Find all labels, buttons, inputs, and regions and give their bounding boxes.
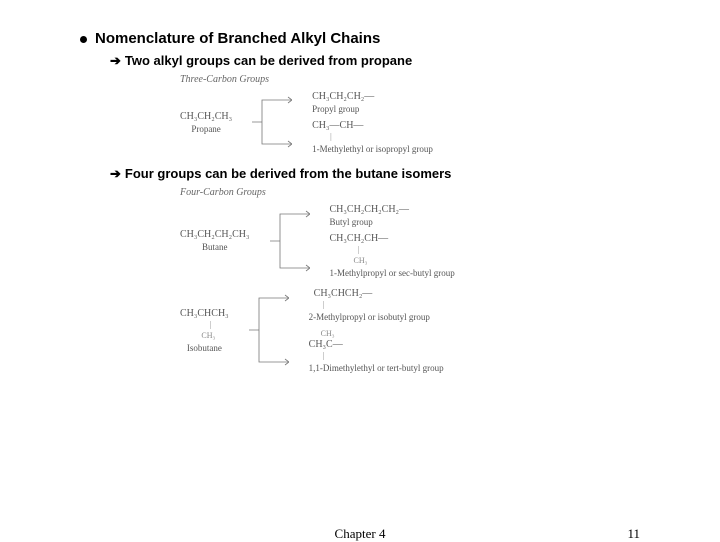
- page-title: Nomenclature of Branched Alkyl Chains: [95, 30, 380, 47]
- bracket-icon: [252, 92, 292, 152]
- tertbutyl-label: 1,1-Dimethylethyl or tert-butyl group: [309, 363, 444, 373]
- arrow-icon: ➔: [110, 53, 121, 70]
- branch-isopropyl: CH₃—CH— | 1-Methylethyl or isopropyl gro…: [312, 120, 433, 154]
- branch-tertbutyl: CH₃CH₃C— | 1,1-Dimethylethyl or tert-but…: [309, 328, 444, 373]
- section-header-b: Four-Carbon Groups: [180, 187, 640, 198]
- bullet-dot-icon: [80, 36, 87, 43]
- branch-butyl: CH₃CH₂CH₂CH₂— Butyl group: [330, 204, 455, 227]
- sub-bullet-1: ➔ Two alkyl groups can be derived from p…: [110, 53, 640, 70]
- secbutyl-formula: CH₃CH₂CH— | CH₃: [330, 233, 389, 266]
- tertbutyl-formula: CH₃CH₃C— |: [309, 328, 343, 361]
- diagram-four-carbon: Four-Carbon Groups CH₃CH₂CH₂CH₃ Butane C…: [180, 187, 640, 373]
- bracket-icon: [249, 290, 289, 370]
- arrow-icon: ➔: [110, 166, 121, 183]
- sub-text-1: Two alkyl groups can be derived from pro…: [125, 53, 412, 68]
- parent-butane: CH₃CH₂CH₂CH₃ Butane: [180, 229, 250, 252]
- diagram-three-carbon: Three-Carbon Groups CH₃CH₂CH₃ Propane CH…: [180, 74, 640, 154]
- parent-isobutane: CH₃CHCH₃ | CH₃ Isobutane: [180, 308, 229, 353]
- isopropyl-label: 1-Methylethyl or isopropyl group: [312, 144, 433, 154]
- isobutyl-formula: CH₃CHCH₂— |: [309, 288, 373, 310]
- branch-secbutyl: CH₃CH₂CH— | CH₃ 1-Methylpropyl or sec-bu…: [330, 233, 455, 278]
- isobutyl-label: 2-Methylpropyl or isobutyl group: [309, 312, 430, 322]
- propyl-formula: CH₃CH₂CH₂—: [312, 91, 374, 102]
- parent-propane: CH₃CH₂CH₃ Propane: [180, 111, 232, 134]
- secbutyl-label: 1-Methylpropyl or sec-butyl group: [330, 268, 455, 278]
- butyl-label: Butyl group: [330, 217, 373, 227]
- bracket-icon: [270, 206, 310, 276]
- sub-text-2: Four groups can be derived from the buta…: [125, 166, 452, 181]
- butane-formula: CH₃CH₂CH₂CH₃: [180, 229, 250, 240]
- butyl-formula: CH₃CH₂CH₂CH₂—: [330, 204, 410, 215]
- section-header-a: Three-Carbon Groups: [180, 74, 640, 85]
- propane-formula: CH₃CH₂CH₃: [180, 111, 232, 122]
- propane-name: Propane: [180, 124, 232, 134]
- butane-name: Butane: [180, 242, 250, 252]
- sub-bullet-2: ➔ Four groups can be derived from the bu…: [110, 166, 640, 183]
- isobutane-name: Isobutane: [180, 343, 229, 353]
- propyl-label: Propyl group: [312, 104, 359, 114]
- main-bullet: Nomenclature of Branched Alkyl Chains: [80, 30, 640, 47]
- isobutane-formula: CH₃CHCH₃ | CH₃: [180, 308, 229, 341]
- isopropyl-formula: CH₃—CH— |: [312, 120, 363, 142]
- branch-isobutyl: CH₃CHCH₂— | 2-Methylpropyl or isobutyl g…: [309, 288, 444, 322]
- branch-propyl: CH₃CH₂CH₂— Propyl group: [312, 91, 433, 114]
